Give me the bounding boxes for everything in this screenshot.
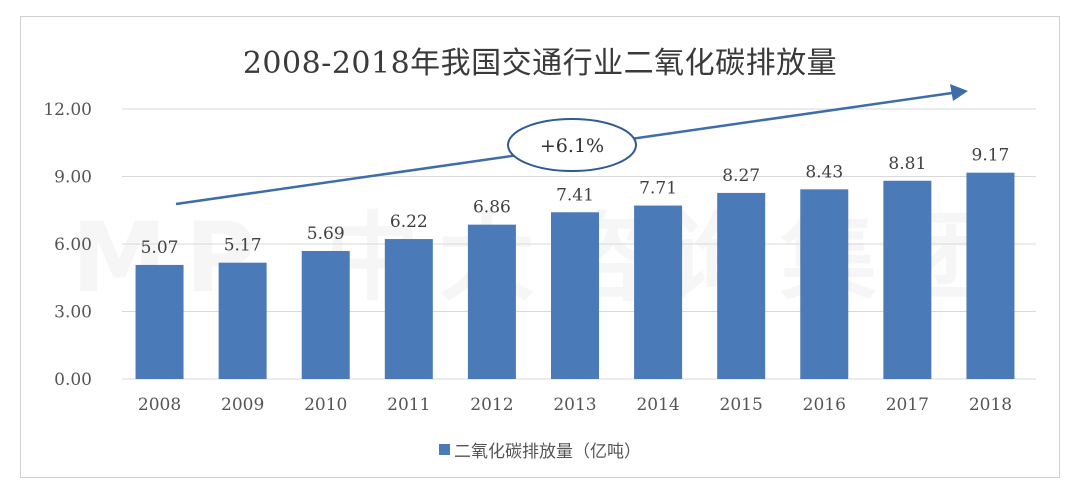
data-label: 5.69 [307,224,345,244]
data-label: 6.22 [390,212,428,232]
y-tick-label: 0.00 [54,370,92,390]
x-tick-label: 2009 [221,395,264,415]
bar [800,189,849,379]
y-tick-label: 12.00 [43,100,92,120]
data-label: 5.07 [141,238,179,258]
data-label: 8.81 [888,154,926,174]
chart-title: 2008-2018年我国交通行业二氧化碳排放量 [242,46,838,81]
legend: 二氧化碳排放量（亿吨） [0,437,1080,462]
data-label: 8.27 [722,166,760,186]
bars [135,172,1015,379]
bar [717,192,766,379]
y-tick-label: 6.00 [54,235,92,255]
bar [467,224,516,379]
bar [218,262,267,379]
y-tick-label: 9.00 [54,168,92,188]
growth-ellipse [507,118,637,172]
x-tick-label: 2018 [969,395,1012,415]
y-axis-ticks: 0.00 3.00 6.00 9.00 12.00 [43,100,92,390]
growth-annotation: +6.1% [175,84,968,206]
growth-rate-label: +6.1% [540,135,604,157]
x-tick-label: 2011 [387,395,430,415]
data-label: 6.86 [473,198,511,218]
data-label: 5.17 [224,236,262,256]
data-label: 9.17 [972,146,1010,166]
x-tick-label: 2015 [720,395,763,415]
bar [301,250,350,379]
bar [551,212,599,379]
y-tick-label: 3.00 [54,303,92,323]
x-tick-label: 2010 [304,395,347,415]
bar [634,205,683,379]
data-label: 8.43 [805,162,843,182]
bar [135,264,184,379]
x-tick-label: 2012 [470,395,513,415]
x-tick-label: 2016 [803,395,846,415]
x-tick-label: 2014 [636,395,679,415]
bar [966,172,1015,379]
trend-arrow-head [950,84,968,101]
data-label: 7.41 [556,185,594,205]
x-tick-label: 2013 [553,395,596,415]
data-label: 7.71 [639,179,677,199]
x-tick-label: 2017 [886,395,929,415]
bar [883,180,932,379]
bar [384,239,433,379]
x-axis-ticks: 2008 2009 2010 2011 2012 2013 2014 2015 2016 2017… [138,395,1012,415]
x-tick-label: 2008 [138,395,181,415]
data-labels: 5.07 5.17 5.69 6.22 6.86 7.41 7.71 8.27 8.43 8.81… [141,146,1010,258]
legend-swatch [439,444,450,455]
legend-label: 二氧化碳排放量（亿吨） [454,442,641,462]
